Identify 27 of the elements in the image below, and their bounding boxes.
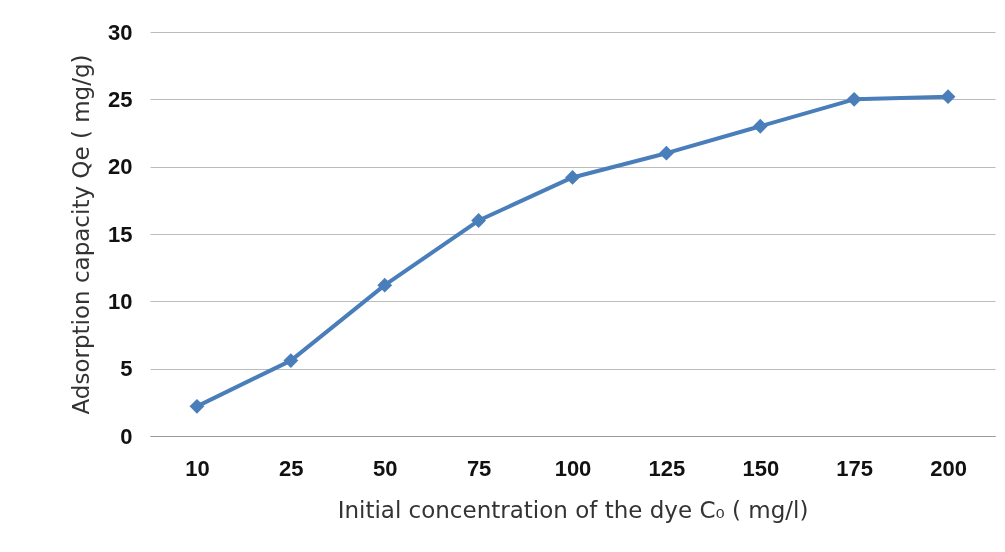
x-tick-label: 25: [279, 455, 304, 481]
x-tick-label: 125: [648, 455, 686, 481]
y-tick-label: 5: [120, 356, 133, 382]
x-axis-title: Initial concentration of the dye C₀ ( mg/l): [337, 496, 809, 523]
y-tick-label: 20: [108, 154, 133, 180]
x-tick-label: 10: [185, 455, 210, 481]
x-tick-label: 100: [554, 455, 592, 481]
y-tick-label: 25: [108, 86, 133, 112]
point: [658, 145, 674, 161]
point: [565, 170, 580, 185]
x-tick-label: 200: [930, 455, 967, 481]
x-tick-label: 50: [372, 455, 398, 481]
point: [283, 353, 299, 368]
point: [846, 91, 862, 107]
y-tick-label: 30: [108, 19, 133, 45]
x-tick-label: 175: [836, 455, 874, 481]
point: [189, 398, 205, 414]
point: [377, 277, 393, 293]
point: [752, 118, 768, 134]
point: [940, 89, 956, 105]
x-tick-label: 150: [742, 455, 780, 481]
y-axis-title: Adsorption capacity Qe ( mg/g): [68, 54, 95, 415]
point: [471, 213, 487, 228]
y-tick-label: 15: [108, 221, 133, 247]
y-tick-label: 10: [108, 288, 133, 314]
y-tick-label: 0: [120, 423, 133, 449]
x-tick-label: 75: [466, 455, 492, 481]
